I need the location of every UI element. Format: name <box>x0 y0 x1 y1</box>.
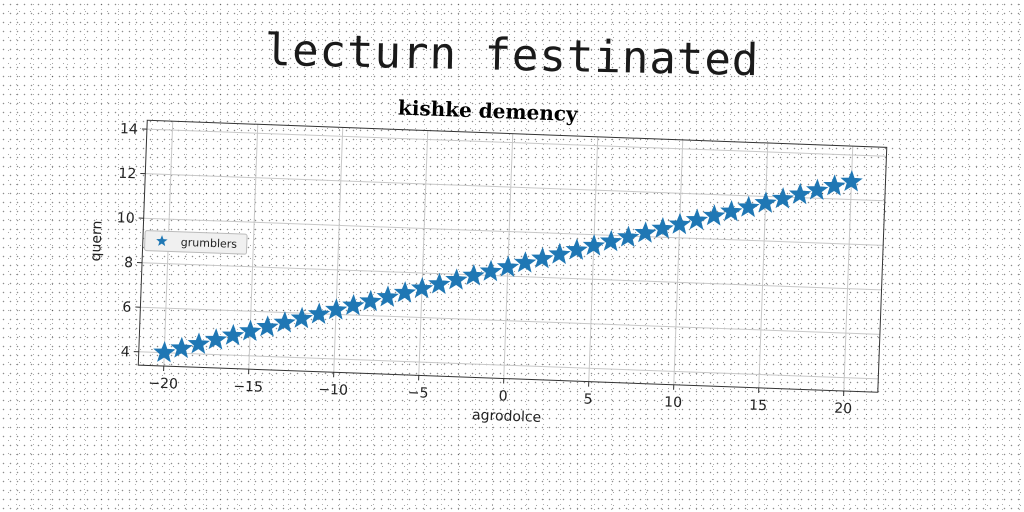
y-tick-label: 6 <box>122 300 132 316</box>
data-point-star <box>634 221 657 243</box>
data-point-star <box>771 187 794 209</box>
data-point-star <box>204 328 228 350</box>
x-axis-label: agrodolce <box>472 407 542 426</box>
data-point-star <box>290 306 313 329</box>
data-point-star <box>307 302 331 324</box>
x-tick-label: 5 <box>583 391 593 407</box>
x-tick-label: 10 <box>664 394 682 411</box>
data-point-star <box>531 246 554 269</box>
data-point-star <box>617 225 640 248</box>
data-point-star <box>582 234 606 256</box>
x-tick-label: −15 <box>233 379 263 396</box>
x-tick-label: −10 <box>318 382 348 399</box>
legend-box <box>144 230 248 255</box>
x-gridline <box>673 139 684 385</box>
y-gridline <box>146 128 887 157</box>
data-point-star <box>325 298 348 320</box>
data-point-star <box>754 191 777 213</box>
data-point-star <box>445 268 468 290</box>
data-point-star <box>806 178 829 201</box>
legend: grumblers <box>144 230 248 255</box>
data-point-star <box>428 272 451 295</box>
y-tick-label: 4 <box>121 344 131 360</box>
data-point-star <box>840 170 863 192</box>
data-points <box>153 170 863 363</box>
data-point-star <box>153 340 176 363</box>
grid <box>138 121 887 391</box>
data-point-star <box>273 311 296 333</box>
x-gridline <box>843 146 854 391</box>
data-point-star <box>720 199 743 222</box>
y-gridline <box>138 351 879 380</box>
y-tick-label: 14 <box>120 121 138 138</box>
data-point-star <box>187 332 210 354</box>
data-point-star <box>239 319 262 342</box>
data-point-star <box>548 242 571 265</box>
legend-label: grumblers <box>181 236 238 251</box>
x-tick-label: 20 <box>834 401 852 418</box>
x-gridline <box>418 130 429 376</box>
legend-marker-star <box>156 235 168 247</box>
chart-figure: kishke demency −20 −15 −10 −5 0 5 10 15 20 4 6 8 10 1… <box>76 80 898 459</box>
plot-frame <box>137 119 888 393</box>
data-point-star <box>376 285 399 307</box>
x-tick-label: −20 <box>148 375 178 392</box>
data-point-star <box>703 204 726 226</box>
y-gridline <box>143 217 884 246</box>
data-point-star <box>685 208 709 230</box>
data-point-star <box>479 259 502 282</box>
data-point-star <box>496 255 520 277</box>
x-tick-label: 15 <box>749 398 767 415</box>
data-point-star <box>393 281 417 303</box>
chart-svg: −20 −15 −10 −5 0 5 10 15 20 4 6 8 10 12 14 agrodolce q… <box>88 119 888 426</box>
data-point-star <box>359 289 382 312</box>
data-point-star <box>514 251 537 273</box>
data-point-star <box>668 212 691 235</box>
y-gridline <box>142 262 882 291</box>
data-point-star <box>651 217 674 239</box>
y-tick-label: 10 <box>117 210 135 227</box>
page-title: lecturn festinated <box>264 24 760 87</box>
data-point-star <box>342 293 365 316</box>
data-point-star <box>170 336 193 359</box>
data-point-star <box>256 315 279 337</box>
data-point-star <box>410 276 434 299</box>
y-gridline <box>145 173 885 202</box>
data-point-star <box>788 182 812 205</box>
data-point-star <box>823 174 846 196</box>
axis-ticks: −20 −15 −10 −5 0 5 10 15 20 4 6 8 10 12 14 <box>117 121 853 418</box>
data-point-star <box>462 264 485 286</box>
x-gridline <box>588 136 599 382</box>
x-tick-label: 0 <box>498 388 508 404</box>
data-point-star <box>737 195 760 218</box>
data-point-star <box>221 323 245 346</box>
data-point-star <box>599 229 623 252</box>
x-gridline <box>758 143 769 388</box>
x-tick-label: −5 <box>408 385 429 402</box>
y-axis-label: quern <box>88 220 105 261</box>
y-tick-label: 12 <box>118 166 136 183</box>
y-tick-label: 8 <box>124 255 134 271</box>
y-gridline <box>140 306 880 335</box>
x-gridline <box>333 127 344 373</box>
data-point-star <box>565 238 588 260</box>
